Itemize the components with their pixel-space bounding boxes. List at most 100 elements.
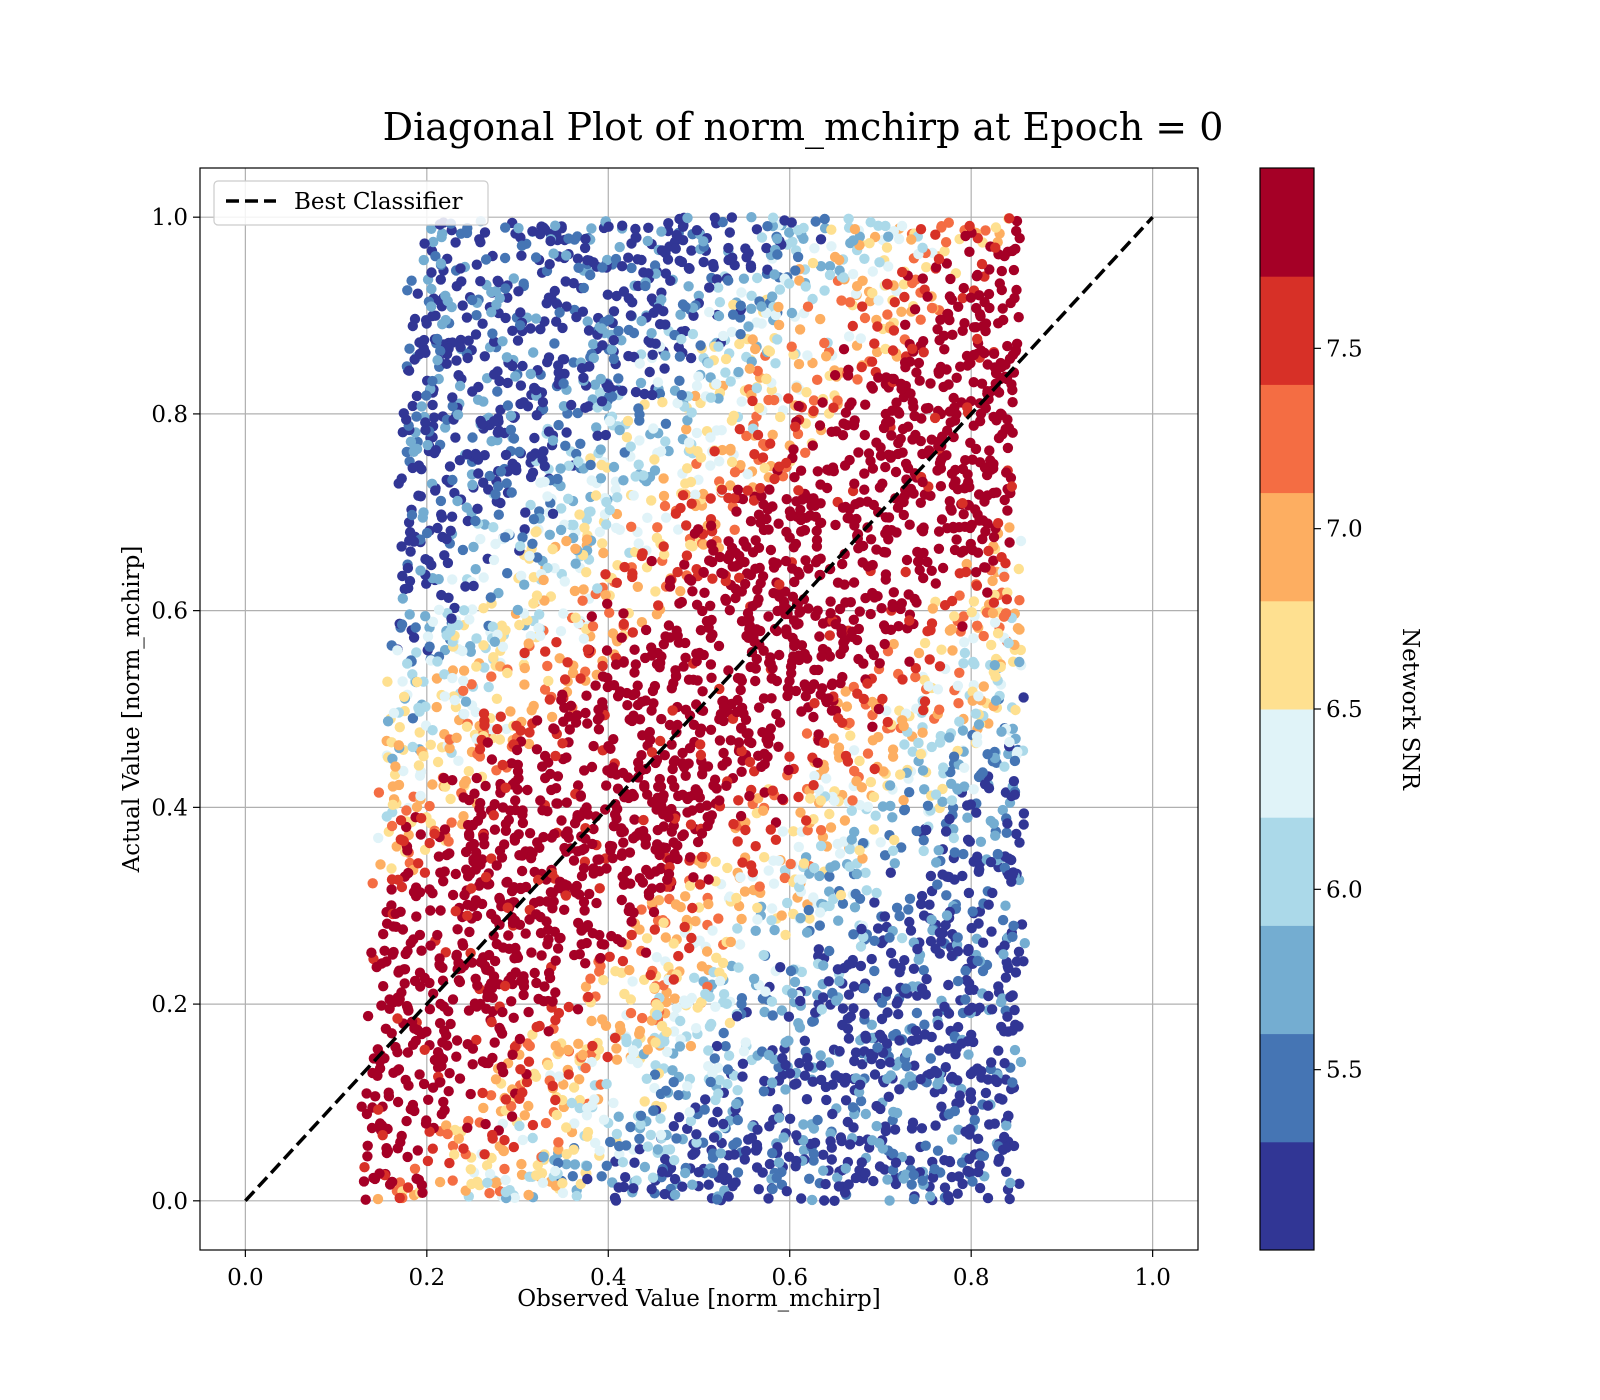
scatter-point — [830, 619, 841, 630]
scatter-point — [714, 795, 725, 806]
scatter-point — [500, 532, 511, 543]
scatter-point — [717, 957, 729, 969]
scatter-point — [664, 1144, 676, 1155]
scatter-point — [751, 317, 762, 328]
scatter-point — [408, 536, 420, 547]
scatter-point — [581, 1160, 593, 1172]
scatter-point — [547, 996, 558, 1007]
scatter-point — [686, 992, 697, 1004]
scatter-point — [490, 489, 501, 500]
scatter-point — [644, 366, 655, 378]
scatter-point — [843, 1033, 855, 1044]
scatter-point — [471, 772, 482, 784]
scatter-point — [788, 826, 799, 837]
scatter-point — [628, 490, 639, 501]
scatter-point — [597, 660, 608, 672]
scatter-point — [933, 845, 944, 856]
scatter-point — [575, 673, 586, 684]
scatter-point — [508, 1012, 519, 1023]
scatter-point — [959, 647, 971, 659]
scatter-point — [853, 623, 864, 635]
scatter-point — [583, 506, 594, 518]
scatter-point — [799, 1035, 810, 1047]
scatter-point — [871, 887, 882, 899]
scatter-point — [839, 460, 851, 471]
scatter-point — [826, 224, 837, 235]
scatter-point — [798, 1119, 809, 1130]
scatter-point — [982, 587, 993, 598]
scatter-point — [959, 762, 970, 773]
scatter-point — [544, 694, 555, 705]
scatter-point — [501, 478, 512, 489]
scatter-point — [586, 223, 597, 234]
scatter-point — [1007, 931, 1018, 942]
scatter-point — [731, 1011, 743, 1022]
scatter-point — [697, 605, 708, 617]
scatter-point — [944, 732, 955, 743]
scatter-point — [674, 351, 686, 362]
scatter-point — [711, 783, 722, 794]
scatter-point — [938, 381, 949, 393]
scatter-point — [758, 949, 769, 961]
scatter-point — [432, 929, 443, 941]
scatter-point — [663, 620, 675, 631]
scatter-point — [960, 965, 971, 976]
scatter-point — [769, 473, 780, 485]
scatter-point — [618, 837, 629, 848]
scatter-point — [435, 258, 447, 269]
scatter-point — [386, 863, 397, 874]
scatter-point — [462, 352, 473, 364]
scatter-point — [519, 662, 530, 674]
scatter-point — [781, 624, 792, 635]
scatter-point — [594, 883, 605, 894]
scatter-point — [913, 737, 924, 749]
scatter-point — [695, 749, 707, 761]
scatter-point — [451, 951, 462, 962]
scatter-point — [527, 226, 538, 237]
scatter-point — [436, 231, 447, 243]
scatter-point — [931, 857, 942, 868]
scatter-point — [438, 876, 449, 887]
scatter-point — [864, 238, 875, 249]
scatter-point — [957, 325, 968, 336]
scatter-point — [734, 338, 745, 350]
scatter-point — [414, 727, 425, 738]
scatter-point — [628, 1047, 639, 1058]
scatter-point — [627, 297, 638, 308]
scatter-point — [916, 890, 928, 902]
scatter-point — [513, 223, 524, 234]
scatter-point — [690, 489, 701, 500]
scatter-point — [815, 479, 826, 490]
scatter-point — [604, 951, 615, 962]
scatter-point — [514, 1120, 525, 1132]
scatter-point — [495, 497, 506, 509]
scatter-point — [948, 523, 959, 534]
scatter-point — [418, 751, 429, 762]
scatter-point — [632, 680, 643, 691]
scatter-point — [603, 221, 614, 232]
scatter-point — [646, 495, 657, 506]
scatter-point — [568, 519, 579, 531]
scatter-point — [634, 358, 645, 369]
scatter-point — [722, 862, 733, 874]
scatter-point — [596, 396, 608, 407]
scatter-point — [553, 367, 564, 378]
scatter-point — [799, 524, 810, 536]
scatter-point — [531, 744, 543, 755]
scatter-point — [575, 438, 586, 449]
scatter-point — [458, 1143, 469, 1154]
scatter-point — [633, 459, 644, 470]
scatter-point — [660, 932, 671, 943]
scatter-point — [726, 326, 738, 338]
scatter-point — [791, 1130, 802, 1141]
scatter-point — [527, 538, 538, 549]
scatter-point — [505, 706, 516, 717]
scatter-point — [437, 962, 448, 973]
scatter-point — [834, 976, 845, 987]
scatter-point — [794, 1022, 806, 1033]
scatter-point — [475, 533, 486, 545]
scatter-point — [728, 818, 739, 830]
scatter-point — [713, 310, 725, 322]
scatter-point — [982, 359, 993, 370]
